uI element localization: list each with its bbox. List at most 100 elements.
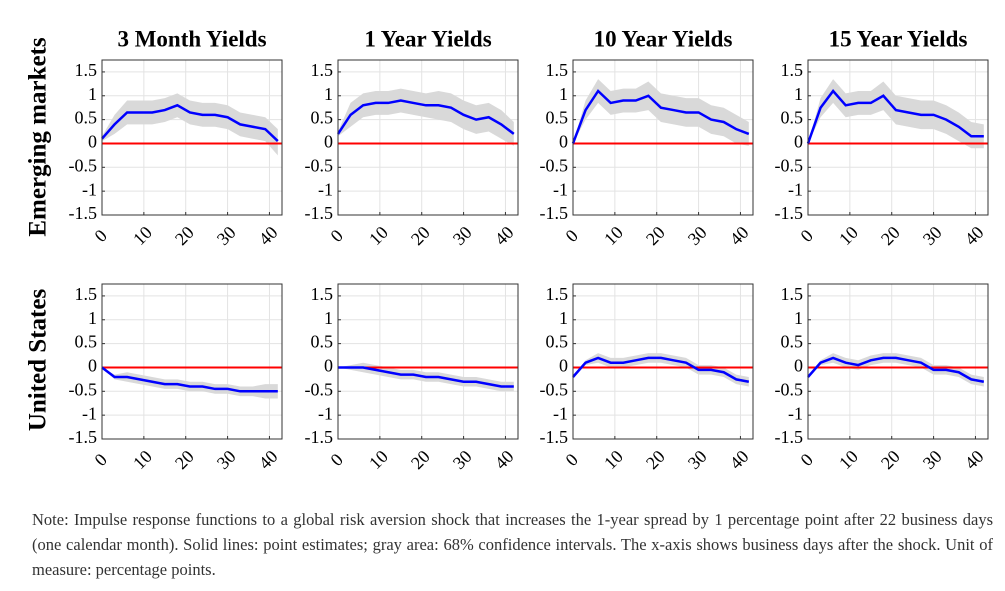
x-tick-label: 30 xyxy=(449,222,476,249)
y-tick-label: 1.5 xyxy=(311,60,334,80)
y-tick-label: 0.5 xyxy=(781,108,804,128)
y-tick-label: 1 xyxy=(559,84,568,104)
axes-box xyxy=(807,283,989,440)
panel-title: 1 Year Yields xyxy=(364,26,491,51)
x-tick-label: 30 xyxy=(919,446,946,473)
y-tick-label: -1.5 xyxy=(305,427,334,447)
x-tick-label: 20 xyxy=(407,446,434,473)
x-tick-label: 0 xyxy=(326,449,347,470)
x-tick-label: 10 xyxy=(600,446,627,473)
y-tick-label: -0.5 xyxy=(775,155,804,175)
confidence-band xyxy=(808,353,984,387)
y-tick-label: -1 xyxy=(553,403,568,423)
y-tick-label: 1.5 xyxy=(75,284,98,304)
axes-box xyxy=(101,59,283,216)
y-tick-label: -1 xyxy=(82,403,97,423)
x-tick-label: 0 xyxy=(326,225,347,246)
y-tick-label: 1.5 xyxy=(546,60,569,80)
y-tick-label: 0.5 xyxy=(546,332,569,352)
y-tick-label: 1.5 xyxy=(781,284,804,304)
y-tick-label: 1.5 xyxy=(75,60,98,80)
y-tick-label: -1.5 xyxy=(775,427,804,447)
y-tick-label: -1.5 xyxy=(69,427,98,447)
y-tick-label: 0 xyxy=(794,132,803,152)
x-tick-label: 30 xyxy=(684,446,711,473)
x-tick-label: 0 xyxy=(796,449,817,470)
axes-box xyxy=(337,59,519,216)
y-tick-label: -1.5 xyxy=(540,427,569,447)
estimate-line xyxy=(336,99,515,135)
y-tick-label: -0.5 xyxy=(69,155,98,175)
x-tick-label: 0 xyxy=(561,225,582,246)
y-tick-label: -0.5 xyxy=(69,379,98,399)
y-tick-label: 0.5 xyxy=(311,108,334,128)
y-tick-label: 1 xyxy=(794,308,803,328)
estimate-line xyxy=(807,356,985,383)
y-tick-label: 0 xyxy=(324,356,333,376)
y-tick-label: -0.5 xyxy=(775,379,804,399)
y-tick-label: -0.5 xyxy=(540,379,569,399)
x-tick-label: 10 xyxy=(365,222,392,249)
y-tick-label: 0.5 xyxy=(75,108,98,128)
y-tick-label: -0.5 xyxy=(540,155,569,175)
x-tick-label: 20 xyxy=(407,222,434,249)
x-tick-label: 20 xyxy=(642,222,669,249)
axes-box xyxy=(572,283,754,440)
panel-title: 15 Year Yields xyxy=(829,26,968,51)
x-tick-label: 10 xyxy=(835,222,862,249)
y-tick-label: 0 xyxy=(559,356,568,376)
x-tick-label: 40 xyxy=(726,222,753,249)
row-label: United States xyxy=(25,289,52,432)
y-tick-label: 0 xyxy=(559,132,568,152)
x-tick-label: 30 xyxy=(919,222,946,249)
confidence-band xyxy=(102,93,278,156)
y-tick-label: 0.5 xyxy=(311,332,334,352)
estimate-line xyxy=(101,103,279,142)
x-tick-label: 40 xyxy=(491,222,518,249)
y-tick-label: 0.5 xyxy=(781,332,804,352)
axes-box xyxy=(807,59,989,216)
plot-area xyxy=(338,284,518,439)
y-tick-label: 1.5 xyxy=(781,60,804,80)
chart-grid: Emerging markets United States 3 Month Y… xyxy=(25,26,989,473)
x-tick-label: 10 xyxy=(365,446,392,473)
x-tick-label: 0 xyxy=(796,225,817,246)
x-tick-label: 0 xyxy=(561,449,582,470)
y-tick-label: 0.5 xyxy=(546,108,569,128)
x-tick-label: 20 xyxy=(642,446,669,473)
note: Note: Impulse response functions to a gl… xyxy=(32,510,993,579)
estimate-line xyxy=(571,89,750,144)
y-tick-label: -1 xyxy=(553,179,568,199)
x-tick-label: 40 xyxy=(961,222,988,249)
x-tick-label: 10 xyxy=(835,446,862,473)
y-tick-label: 0 xyxy=(324,132,333,152)
y-tick-label: -1 xyxy=(318,179,333,199)
estimate-line xyxy=(572,356,750,383)
axes-box xyxy=(572,59,754,216)
confidence-band xyxy=(808,79,984,149)
x-tick-label: 40 xyxy=(726,446,753,473)
x-tick-label: 20 xyxy=(877,446,904,473)
estimate-line xyxy=(806,89,984,144)
y-tick-label: 0 xyxy=(794,356,803,376)
x-tick-label: 40 xyxy=(255,222,282,249)
axes-box xyxy=(337,283,519,440)
y-tick-label: 1 xyxy=(324,308,333,328)
row-label: Emerging markets xyxy=(25,37,52,237)
panel-title: 3 Month Yields xyxy=(117,26,266,51)
x-tick-label: 0 xyxy=(90,449,111,470)
x-tick-label: 30 xyxy=(684,222,711,249)
x-tick-label: 40 xyxy=(255,446,282,473)
y-tick-label: -0.5 xyxy=(305,379,334,399)
x-tick-label: 20 xyxy=(171,222,198,249)
y-tick-label: -1 xyxy=(318,403,333,423)
x-tick-label: 20 xyxy=(877,222,904,249)
y-tick-label: -1 xyxy=(788,403,803,423)
x-tick-label: 30 xyxy=(449,446,476,473)
y-tick-label: 1 xyxy=(794,84,803,104)
y-tick-label: -1.5 xyxy=(69,203,98,223)
y-tick-label: 0.5 xyxy=(75,332,98,352)
axes-box xyxy=(101,283,283,440)
y-tick-label: 1 xyxy=(559,308,568,328)
